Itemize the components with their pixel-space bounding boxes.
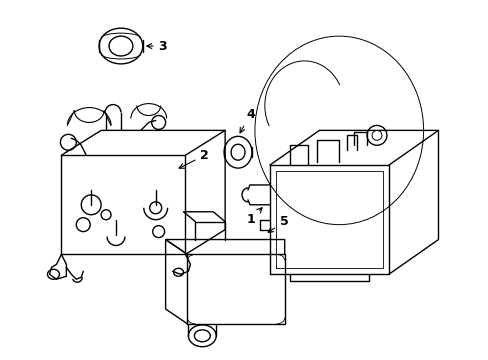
Text: 2: 2 <box>179 149 209 168</box>
Text: 4: 4 <box>240 108 254 133</box>
Text: 3: 3 <box>146 40 167 53</box>
Text: 5: 5 <box>267 215 288 232</box>
Text: 1: 1 <box>245 208 262 226</box>
